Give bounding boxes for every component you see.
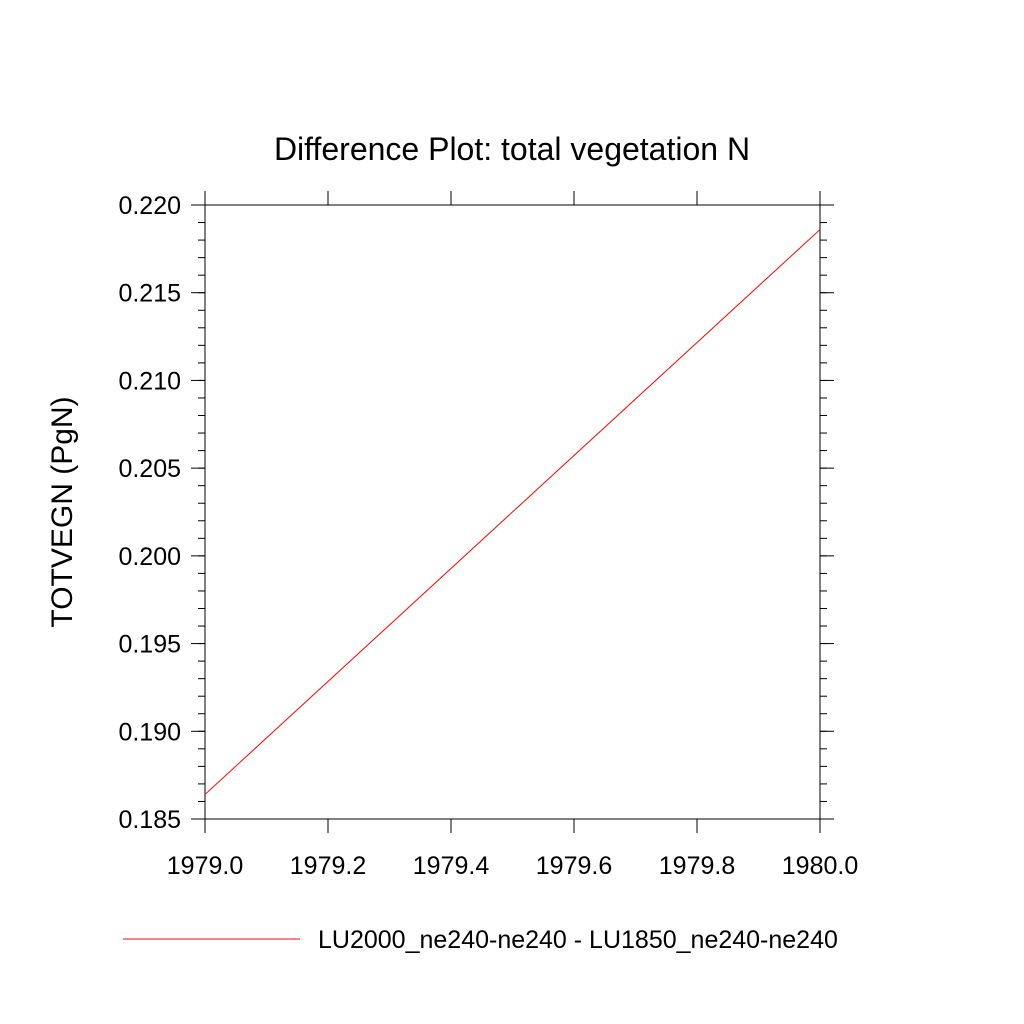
y-tick-label: 0.195 <box>118 631 181 659</box>
x-tick-label: 1979.4 <box>413 852 490 880</box>
x-tick-label: 1979.0 <box>167 852 243 880</box>
y-tick-label: 0.200 <box>118 543 181 571</box>
series-line <box>204 229 821 795</box>
x-tick-label: 1979.8 <box>659 852 735 880</box>
y-tick-label: 0.205 <box>118 455 181 483</box>
x-tick-label: 1979.2 <box>290 852 366 880</box>
y-tick-label: 0.185 <box>118 806 181 834</box>
plot-frame <box>204 204 821 820</box>
x-tick-label: 1979.6 <box>536 852 612 880</box>
y-axis: 0.185 0.190 0.195 0.200 0.205 0.210 0.215 0.220 <box>118 192 834 834</box>
y-axis-label: TOTVEGN (PgN) <box>46 396 79 627</box>
y-tick-label: 0.220 <box>118 192 181 220</box>
y-tick-label: 0.210 <box>118 367 181 395</box>
legend: LU2000_ne240-ne240 - LU1850_ne240-ne240 <box>123 926 838 954</box>
y-tick-label: 0.215 <box>118 280 181 308</box>
series-layer <box>204 229 821 795</box>
legend-label: LU2000_ne240-ne240 - LU1850_ne240-ne240 <box>318 926 838 954</box>
y-tick-label: 0.190 <box>118 718 181 746</box>
x-axis: 1979.0 1979.2 1979.4 1979.6 1979.8 1980.0 <box>167 191 858 880</box>
plot-border <box>204 204 821 820</box>
x-tick-label: 1980.0 <box>782 852 858 880</box>
chart-title: Difference Plot: total vegetation N <box>274 131 750 167</box>
